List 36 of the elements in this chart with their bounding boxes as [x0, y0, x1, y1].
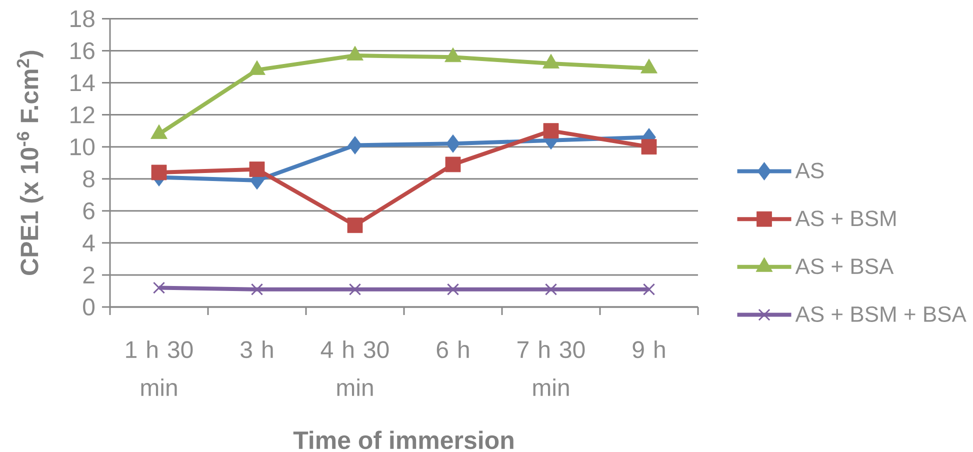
point	[543, 123, 559, 139]
point	[445, 156, 461, 172]
point	[347, 218, 363, 234]
x-tick-label: 4 h 30 min	[320, 340, 389, 396]
point	[641, 139, 657, 155]
x-tick-label: 7 h 30 min	[518, 340, 585, 396]
y-tick-label: 16	[70, 42, 94, 60]
y-tick-label: 18	[70, 10, 94, 28]
y-tick-label: 0	[83, 298, 95, 316]
x-tick-label: 1 h 30 min	[126, 340, 193, 396]
y-tick-label: 10	[70, 138, 95, 156]
y-tick-label: 4	[82, 234, 95, 252]
legend-label: AS + BSM	[795, 210, 896, 226]
legend-label: AS + BSA	[795, 258, 894, 274]
point	[544, 283, 558, 296]
x-tick-label: 3 h	[240, 340, 273, 358]
point	[348, 283, 362, 296]
point	[348, 136, 362, 154]
x-axis-title: Time of immersion	[293, 430, 514, 450]
point	[642, 283, 656, 296]
point	[446, 283, 460, 296]
y-tick-label: 8	[83, 170, 94, 188]
x-tick-label: 6 h	[436, 340, 469, 358]
point	[152, 282, 166, 294]
legend-label: AS	[795, 162, 824, 178]
y-tick-label: 12	[70, 106, 94, 124]
legend-label: AS + BSM + BSA	[795, 306, 966, 322]
y-tick-label: 14	[70, 74, 95, 92]
y-tick-label: 2	[83, 266, 94, 284]
y-tick-label: 6	[83, 202, 94, 220]
point	[446, 134, 460, 153]
x-tick-label: 9 h	[632, 340, 665, 358]
point	[151, 164, 167, 180]
y-axis-title: CPE1 (x 10$^{-6}$ F.cm$^{2}$)	[16, 50, 44, 276]
point	[249, 162, 265, 177]
point	[250, 283, 264, 296]
